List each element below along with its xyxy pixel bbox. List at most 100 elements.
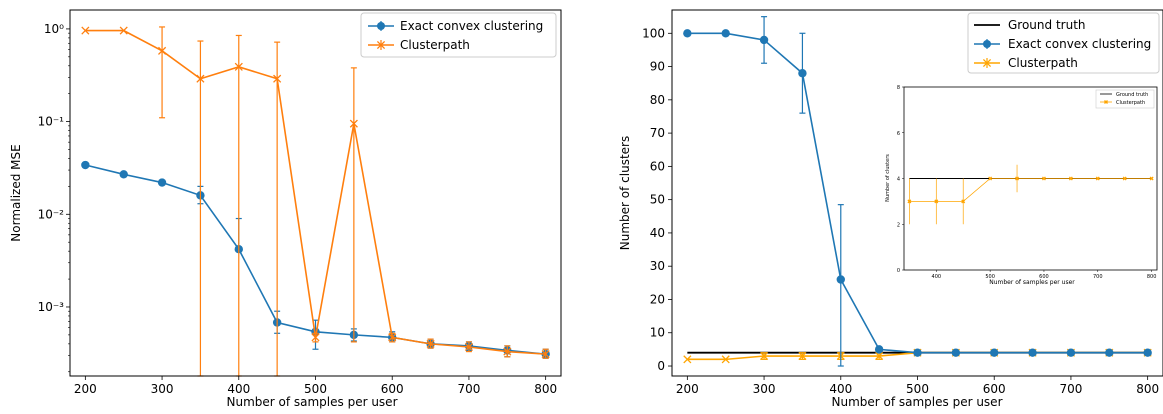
right-chart: 200 300 400 500 600 700 8000102030405060708090… bbox=[618, 9, 1163, 409]
right-y-tick-label: 30 bbox=[650, 259, 665, 273]
left-legend-label-exact: Exact convex clustering bbox=[400, 19, 543, 33]
left-clusterpath-point bbox=[196, 74, 205, 83]
inset-x-tick-label: 500 bbox=[985, 274, 995, 280]
inset-clusterpath-point bbox=[1068, 176, 1073, 181]
left-clusterpath-point bbox=[464, 342, 473, 352]
inset-clusterpath-point bbox=[1015, 176, 1020, 181]
inset-clusterpath-point-stroke-b bbox=[934, 199, 939, 204]
inset-clusterpath-point-stroke-b bbox=[1149, 176, 1154, 181]
right-exact-series bbox=[683, 16, 1152, 367]
inset-x-tick-label: 600 bbox=[1039, 274, 1049, 280]
right-y-tick-label: 20 bbox=[650, 292, 665, 306]
right-exact-point bbox=[759, 35, 769, 45]
inset-legend: Ground truth Clusterpath bbox=[1095, 89, 1155, 109]
right-exact-point bbox=[951, 348, 961, 357]
left-legend: Exact convex clustering Clusterpath bbox=[360, 12, 557, 58]
right-clusterpath-point-stroke-b bbox=[683, 355, 692, 364]
left-exact-point bbox=[157, 178, 167, 187]
right-exact-point bbox=[1105, 348, 1114, 357]
left-x-tick-label: 400 bbox=[227, 382, 250, 396]
left-exact-point bbox=[81, 160, 90, 170]
inset-x-axis-label: Number of samples per user bbox=[989, 279, 1075, 286]
inset-clusterpath-point bbox=[1041, 176, 1046, 181]
right-y-tick-label: 60 bbox=[650, 159, 665, 173]
left-clusterpath-series bbox=[81, 26, 550, 377]
right-x-tick-label: 500 bbox=[906, 382, 929, 396]
left-clusterpath-point bbox=[541, 350, 550, 359]
right-clusterpath-point-stroke-b bbox=[798, 351, 807, 361]
left-clusterpath-point bbox=[503, 347, 512, 356]
inset-x-tick-label: 800 bbox=[1147, 274, 1157, 280]
right-x-tick-label: 300 bbox=[753, 382, 776, 396]
right-legend-box bbox=[967, 12, 1160, 74]
inset-clusterpath-line bbox=[909, 178, 1152, 202]
right-clusterpath-point-stroke-b bbox=[721, 355, 730, 364]
left-chart: 200 300 400 500 600 700 800 10⁻³ 10⁻² 10⁻¹ 10⁰ Num… bbox=[9, 9, 562, 409]
left-clusterpath-point-stroke-b bbox=[273, 74, 282, 83]
inset-legend-box bbox=[1095, 89, 1155, 109]
right-y-tick-label: 90 bbox=[650, 60, 665, 74]
left-x-axis-label: Number of samples per user bbox=[226, 395, 397, 409]
left-clusterpath-line bbox=[85, 29, 546, 355]
right-legend-marker-clusterpath bbox=[982, 58, 992, 68]
left-x-tick-label: 200 bbox=[74, 382, 97, 396]
inset-clusterpath-point-stroke-b bbox=[1068, 176, 1073, 181]
inset-clusterpath-point-stroke-b bbox=[1122, 176, 1127, 181]
left-x-tick-label: 600 bbox=[381, 382, 404, 396]
inset-legend-label-ground-truth: Ground truth bbox=[1116, 92, 1148, 98]
left-clusterpath-point bbox=[426, 339, 435, 348]
inset-clusterpath-point-stroke-b bbox=[1041, 176, 1046, 181]
right-legend-marker-clusterpath-stroke-b bbox=[982, 58, 992, 68]
left-legend-marker-clusterpath-stroke-b bbox=[376, 40, 386, 50]
right-exact-point bbox=[798, 69, 807, 78]
left-clusterpath-point bbox=[349, 119, 358, 128]
right-legend-marker-exact bbox=[983, 40, 991, 48]
inset-clusterpath-point bbox=[1122, 176, 1127, 181]
right-y-tick-label: 70 bbox=[650, 126, 665, 140]
right-clusterpath-point-stroke-b bbox=[875, 351, 884, 361]
right-y-tick-label: 100 bbox=[642, 26, 665, 40]
right-clusterpath-point bbox=[721, 355, 730, 364]
left-clusterpath-point-stroke-b bbox=[503, 347, 512, 356]
inset-clusterpath-point-stroke-b bbox=[907, 199, 912, 204]
inset-y-tick-label: 0 bbox=[897, 268, 900, 274]
left-clusterpath-point-stroke-b bbox=[349, 119, 358, 128]
inset-x-tick-label: 700 bbox=[1093, 274, 1103, 280]
right-legend-label-ground-truth: Ground truth bbox=[1008, 18, 1086, 32]
right-x-tick-label: 700 bbox=[1059, 382, 1082, 396]
right-exact-point bbox=[721, 29, 730, 38]
right-y-tick-label: 80 bbox=[650, 93, 665, 107]
right-exact-point bbox=[683, 29, 692, 38]
right-clusterpath-point bbox=[683, 355, 692, 364]
inset-clusterpath-point bbox=[961, 199, 966, 204]
left-clusterpath-point bbox=[273, 74, 282, 83]
right-y-tick-label: 10 bbox=[650, 326, 665, 340]
inset-clusterpath-point bbox=[1149, 176, 1154, 181]
inset-y-tick-label: 8 bbox=[897, 85, 900, 91]
left-clusterpath-point-stroke-b bbox=[464, 342, 473, 352]
left-y-tick-label: 10⁻³ bbox=[38, 300, 65, 314]
left-legend-box bbox=[360, 12, 557, 58]
right-x-axis-label: Number of samples per user bbox=[831, 395, 1002, 409]
inset-clusterpath-point bbox=[934, 199, 939, 204]
right-exact-point bbox=[913, 348, 922, 357]
inset-legend-marker-clusterpath-stroke-b bbox=[1104, 100, 1108, 104]
right-legend: Ground truth Exact convex clustering Clu… bbox=[967, 12, 1160, 74]
left-clusterpath-point bbox=[158, 46, 167, 55]
left-clusterpath-point-stroke-b bbox=[196, 74, 205, 83]
inset-clusterpath-point-stroke-b bbox=[1095, 176, 1100, 181]
right-exact-point bbox=[874, 345, 884, 354]
right-clusterpath-point bbox=[875, 351, 884, 361]
inset-clusterpath-point-stroke-b bbox=[961, 199, 966, 204]
left-clusterpath-point-stroke-b bbox=[541, 350, 550, 359]
left-clusterpath-point-stroke-b bbox=[158, 46, 167, 55]
left-legend-marker-exact bbox=[377, 22, 385, 30]
inset-y-tick-label: 4 bbox=[897, 177, 900, 183]
left-clusterpath-point bbox=[81, 26, 90, 35]
inset-clusterpath-point-stroke-b bbox=[988, 176, 993, 181]
left-clusterpath-point-stroke-b bbox=[426, 339, 435, 348]
inset-chart: 400 500 600 700 800 0 2 4 6 8 Number of samples p… bbox=[885, 85, 1158, 286]
inset-x-tick-label: 400 bbox=[932, 274, 942, 280]
left-clusterpath-point-stroke-b bbox=[234, 62, 243, 71]
